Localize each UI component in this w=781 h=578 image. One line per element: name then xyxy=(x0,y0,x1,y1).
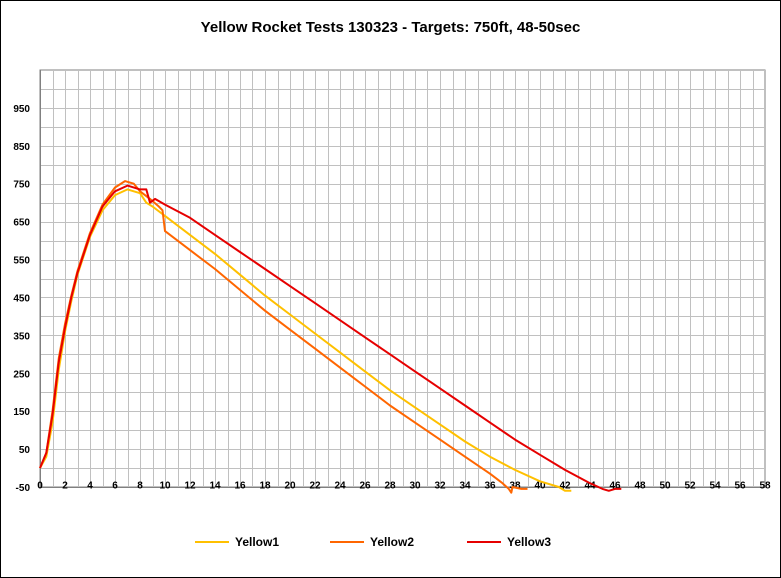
x-tick-label: 48 xyxy=(634,480,646,491)
legend-swatch xyxy=(330,541,364,543)
x-tick-label: 24 xyxy=(334,480,346,491)
x-tick-label: 30 xyxy=(409,480,421,491)
x-tick-label: 44 xyxy=(584,480,596,491)
x-tick-label: 22 xyxy=(309,480,321,491)
x-tick-label: 40 xyxy=(534,480,546,491)
x-tick-label: 54 xyxy=(709,480,721,491)
x-tick-label: 10 xyxy=(159,480,171,491)
legend-label: Yellow1 xyxy=(235,535,280,549)
legend-label: Yellow2 xyxy=(370,535,415,549)
legend-item-yellow3: Yellow3 xyxy=(467,533,551,551)
x-tick-label: 38 xyxy=(509,480,521,491)
x-tick-label: 2 xyxy=(62,480,68,491)
x-tick-label: 52 xyxy=(684,480,696,491)
y-tick-label: 50 xyxy=(19,445,31,456)
y-tick-label: -50 xyxy=(16,483,31,494)
legend: Yellow1 Yellow2 Yellow3 xyxy=(0,533,781,553)
y-tick-label: 350 xyxy=(13,331,30,342)
x-tick-label: 18 xyxy=(259,480,271,491)
plot-area xyxy=(39,69,766,488)
series-line-yellow3 xyxy=(39,184,622,492)
y-tick-label: 550 xyxy=(13,256,30,267)
y-tick-label: 950 xyxy=(13,104,30,115)
x-tick-label: 42 xyxy=(559,480,571,491)
y-tick-label: 450 xyxy=(13,293,30,304)
y-tick-label: 750 xyxy=(13,180,30,191)
legend-swatch xyxy=(195,541,229,543)
legend-swatch xyxy=(467,541,501,543)
x-tick-label: 46 xyxy=(609,480,621,491)
x-tick-label: 14 xyxy=(209,480,221,491)
series-layer xyxy=(39,180,622,494)
x-tick-label: 12 xyxy=(184,480,196,491)
grid-lines xyxy=(39,69,766,488)
y-tick-label: 650 xyxy=(13,218,30,229)
x-tick-label: 8 xyxy=(137,480,143,491)
x-tick-label: 26 xyxy=(359,480,371,491)
x-tick-label: 50 xyxy=(659,480,671,491)
x-tick-label: 34 xyxy=(459,480,471,491)
x-tick-label: 20 xyxy=(284,480,296,491)
legend-item-yellow2: Yellow2 xyxy=(330,533,414,551)
x-axis-ticks: 0 2 4 6 8 10 12 14 16 18 20 22 24 26 28 30 32 34 36 38 40 42 4… xyxy=(37,480,771,491)
y-axis-ticks: -50 50 150 250 350 450 550 650 750 850 950 xyxy=(13,104,30,494)
legend-label: Yellow3 xyxy=(507,535,552,549)
x-tick-label: 58 xyxy=(759,480,771,491)
y-tick-label: 250 xyxy=(13,369,30,380)
x-tick-label: 6 xyxy=(112,480,118,491)
x-tick-label: 32 xyxy=(434,480,446,491)
y-tick-label: 150 xyxy=(13,407,30,418)
x-tick-label: 36 xyxy=(484,480,496,491)
x-tick-label: 16 xyxy=(234,480,246,491)
legend-item-yellow1: Yellow1 xyxy=(195,533,279,551)
x-tick-label: 56 xyxy=(734,480,746,491)
chart-title: Yellow Rocket Tests 130323 - Targets: 75… xyxy=(200,19,581,36)
x-tick-label: 28 xyxy=(384,480,396,491)
y-tick-label: 850 xyxy=(13,142,30,153)
x-tick-label: 0 xyxy=(37,480,43,491)
x-tick-label: 4 xyxy=(87,480,93,491)
